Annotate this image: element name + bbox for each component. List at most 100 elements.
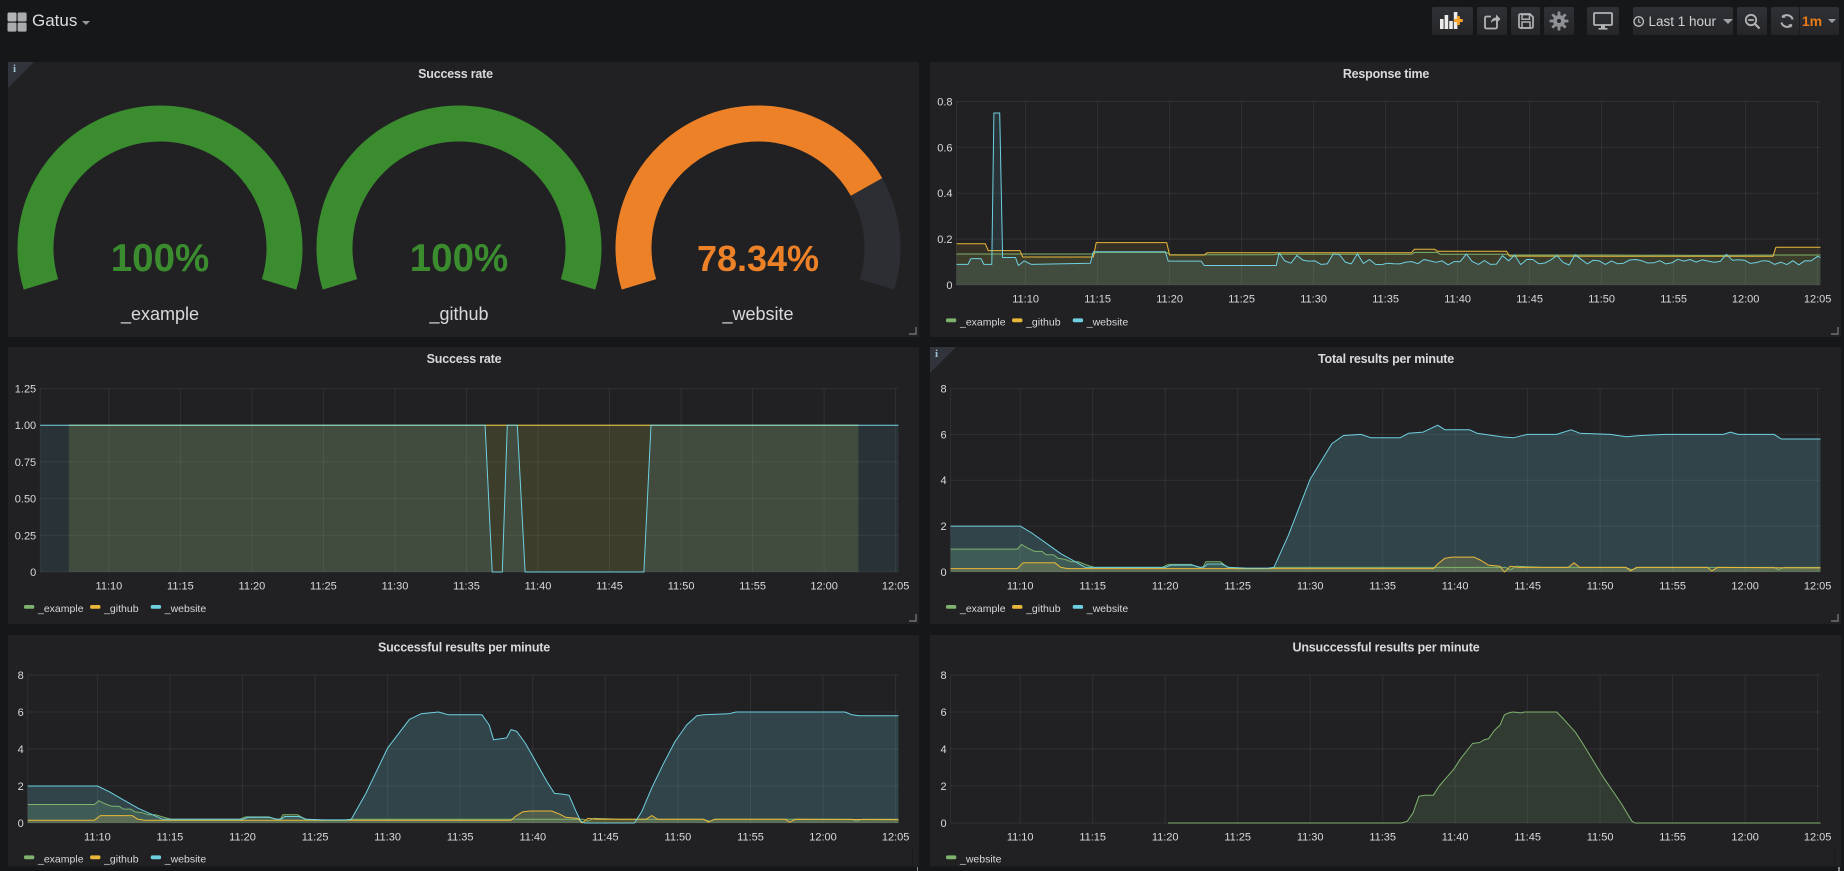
svg-text:0: 0 xyxy=(946,280,952,292)
svg-text:8: 8 xyxy=(940,670,946,682)
svg-text:11:20: 11:20 xyxy=(239,581,266,593)
svg-text:12:00: 12:00 xyxy=(1731,832,1759,844)
svg-text:1.25: 1.25 xyxy=(15,384,36,396)
svg-text:_website: _website xyxy=(721,304,793,325)
svg-text:6: 6 xyxy=(940,429,946,441)
svg-text:11:50: 11:50 xyxy=(1588,294,1615,306)
svg-text:0.8: 0.8 xyxy=(937,97,952,109)
svg-text:11:50: 11:50 xyxy=(668,581,695,593)
svg-text:0.25: 0.25 xyxy=(15,530,36,542)
svg-text:11:20: 11:20 xyxy=(229,832,256,844)
svg-text:1.00: 1.00 xyxy=(15,420,36,432)
svg-text:12:00: 12:00 xyxy=(809,832,837,844)
svg-text:11:40: 11:40 xyxy=(525,581,552,593)
svg-text:11:55: 11:55 xyxy=(1659,832,1686,844)
svg-text:0.4: 0.4 xyxy=(937,188,952,200)
svg-text:100%: 100% xyxy=(111,237,209,280)
svg-text:0: 0 xyxy=(940,818,946,830)
svg-text:11:55: 11:55 xyxy=(739,581,766,593)
svg-text:11:25: 11:25 xyxy=(1224,832,1251,844)
svg-text:11:55: 11:55 xyxy=(1660,294,1687,306)
svg-text:78.34%: 78.34% xyxy=(697,238,819,279)
svg-text:11:10: 11:10 xyxy=(84,832,111,844)
svg-text:11:40: 11:40 xyxy=(1442,581,1469,593)
svg-text:_website: _website xyxy=(164,853,207,865)
svg-text:11:45: 11:45 xyxy=(592,832,619,844)
svg-text:11:10: 11:10 xyxy=(1007,581,1034,593)
svg-text:Successful results per minute: Successful results per minute xyxy=(378,641,550,655)
svg-text:12:00: 12:00 xyxy=(1731,581,1759,593)
svg-text:_github: _github xyxy=(103,603,139,615)
svg-text:11:25: 11:25 xyxy=(1224,581,1251,593)
svg-text:11:20: 11:20 xyxy=(1152,832,1179,844)
svg-text:8: 8 xyxy=(940,384,946,396)
svg-text:Total results per minute: Total results per minute xyxy=(1318,352,1454,366)
svg-text:0.75: 0.75 xyxy=(15,457,36,469)
svg-text:100%: 100% xyxy=(410,237,508,280)
svg-text:Success rate: Success rate xyxy=(418,67,493,81)
svg-text:6: 6 xyxy=(940,707,946,719)
svg-text:_example: _example xyxy=(37,853,84,865)
svg-text:11:45: 11:45 xyxy=(1514,581,1541,593)
svg-text:6: 6 xyxy=(18,707,24,719)
svg-text:11:40: 11:40 xyxy=(1444,294,1471,306)
svg-text:11:45: 11:45 xyxy=(1514,832,1541,844)
svg-text:_example: _example xyxy=(959,316,1006,328)
svg-text:_github: _github xyxy=(1025,603,1061,615)
svg-text:11:50: 11:50 xyxy=(1587,581,1614,593)
svg-text:12:05: 12:05 xyxy=(1804,294,1832,306)
svg-text:_example: _example xyxy=(120,304,199,325)
svg-text:11:20: 11:20 xyxy=(1156,294,1183,306)
svg-text:0.6: 0.6 xyxy=(937,142,952,154)
svg-text:_github: _github xyxy=(1025,316,1061,328)
svg-text:4: 4 xyxy=(18,744,24,756)
svg-text:11:35: 11:35 xyxy=(1369,581,1396,593)
svg-text:0.2: 0.2 xyxy=(937,234,952,246)
svg-text:4: 4 xyxy=(940,475,946,487)
svg-text:11:25: 11:25 xyxy=(302,832,329,844)
svg-text:11:40: 11:40 xyxy=(519,832,546,844)
svg-text:11:40: 11:40 xyxy=(1442,832,1469,844)
svg-text:11:10: 11:10 xyxy=(1007,832,1034,844)
svg-text:2: 2 xyxy=(940,781,946,793)
svg-text:0: 0 xyxy=(18,818,24,830)
svg-text:11:35: 11:35 xyxy=(1372,294,1399,306)
svg-text:0: 0 xyxy=(30,567,36,579)
svg-text:12:05: 12:05 xyxy=(882,832,910,844)
svg-text:11:20: 11:20 xyxy=(1152,581,1179,593)
svg-text:11:50: 11:50 xyxy=(1587,832,1614,844)
svg-text:11:55: 11:55 xyxy=(737,832,764,844)
svg-text:11:30: 11:30 xyxy=(1297,832,1324,844)
svg-text:_example: _example xyxy=(959,603,1006,615)
svg-text:11:50: 11:50 xyxy=(665,832,692,844)
svg-text:11:35: 11:35 xyxy=(447,832,474,844)
svg-text:8: 8 xyxy=(18,670,24,682)
svg-text:11:35: 11:35 xyxy=(453,581,480,593)
svg-text:_example: _example xyxy=(37,603,84,615)
svg-text:11:15: 11:15 xyxy=(1079,581,1106,593)
svg-text:12:00: 12:00 xyxy=(1732,294,1760,306)
svg-text:_github: _github xyxy=(428,304,488,325)
svg-text:11:35: 11:35 xyxy=(1369,832,1396,844)
svg-text:11:15: 11:15 xyxy=(167,581,194,593)
svg-text:11:25: 11:25 xyxy=(310,581,337,593)
svg-text:11:25: 11:25 xyxy=(1228,294,1255,306)
svg-text:11:45: 11:45 xyxy=(596,581,623,593)
svg-text:12:05: 12:05 xyxy=(1804,832,1832,844)
svg-text:11:15: 11:15 xyxy=(157,832,184,844)
svg-text:_github: _github xyxy=(103,853,139,865)
svg-text:11:30: 11:30 xyxy=(374,832,401,844)
svg-text:0: 0 xyxy=(940,567,946,579)
svg-text:11:45: 11:45 xyxy=(1516,294,1543,306)
svg-text:2: 2 xyxy=(940,521,946,533)
svg-text:11:30: 11:30 xyxy=(1297,581,1324,593)
svg-text:_website: _website xyxy=(1086,603,1129,615)
svg-text:Response time: Response time xyxy=(1343,67,1430,81)
svg-text:12:05: 12:05 xyxy=(882,581,910,593)
svg-text:2: 2 xyxy=(18,781,24,793)
svg-text:11:30: 11:30 xyxy=(382,581,409,593)
svg-text:Unsuccessful results per minut: Unsuccessful results per minute xyxy=(1293,641,1480,655)
svg-text:11:15: 11:15 xyxy=(1079,832,1106,844)
svg-text:Success rate: Success rate xyxy=(427,352,502,366)
svg-text:11:15: 11:15 xyxy=(1084,294,1111,306)
